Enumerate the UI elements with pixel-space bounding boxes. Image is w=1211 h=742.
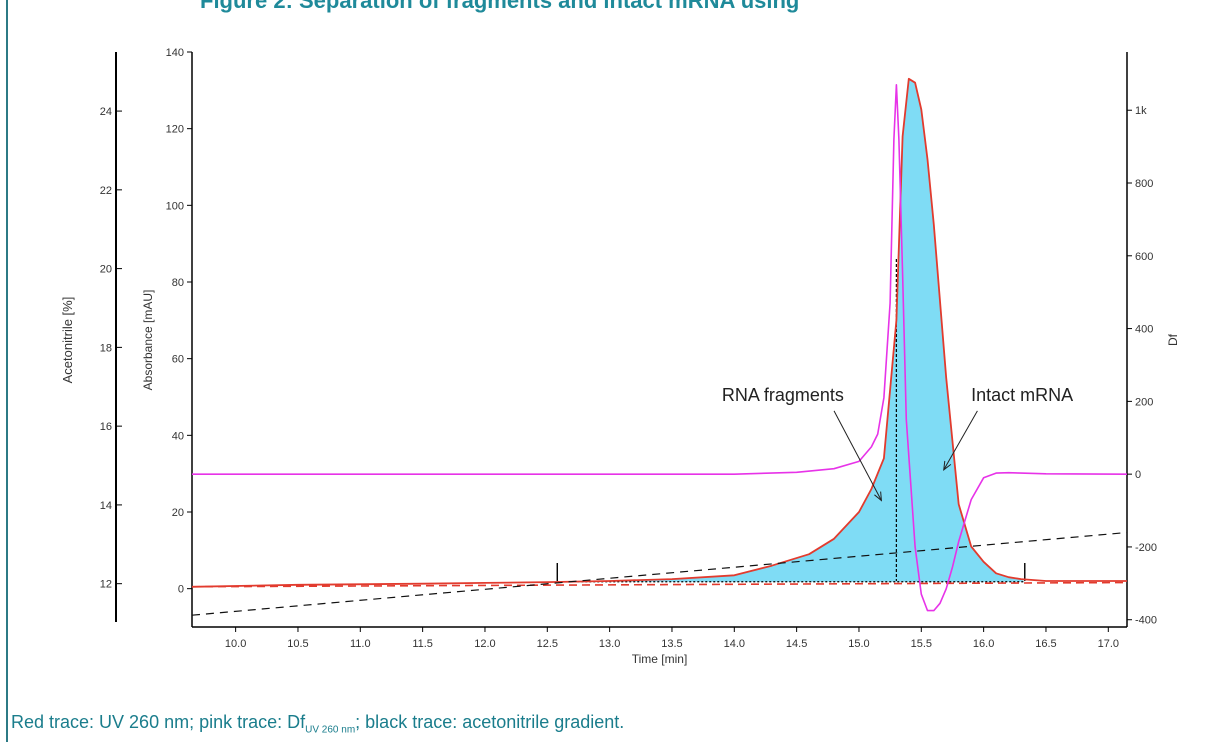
- caption-subscript: UV 260 nm: [305, 724, 356, 736]
- acetonitrile-tick-label: 16: [100, 421, 112, 433]
- figure-title: Figure 2: Separation of fragments and in…: [200, 0, 800, 13]
- acetonitrile-tick-label: 18: [100, 342, 112, 354]
- x-tick-label: 12.5: [537, 638, 558, 650]
- x-tick-label: 12.0: [474, 638, 495, 650]
- acetonitrile-tick-label: 14: [100, 500, 112, 512]
- absorbance-tick-label: 60: [172, 354, 184, 366]
- uv-260-trace: [191, 77, 1127, 588]
- x-tick-label: 14.5: [786, 638, 807, 650]
- acetonitrile-tick-label: 24: [100, 106, 112, 118]
- df-trace: [192, 84, 1128, 612]
- x-axis-title: Time [min]: [632, 652, 688, 666]
- integrated-peak-area: [557, 78, 1025, 582]
- absorbance-axis-title: Absorbance [mAU]: [141, 290, 155, 391]
- x-tick-label: 16.5: [1035, 638, 1056, 650]
- df-tick-label: -400: [1135, 615, 1157, 627]
- df-tick-label: -200: [1135, 542, 1157, 554]
- acetonitrile-tick-label: 12: [100, 579, 112, 591]
- acetonitrile-axis-title: Acetonitrile [%]: [60, 297, 75, 384]
- df-tick-label: 0: [1135, 469, 1141, 481]
- x-tick-label: 17.0: [1098, 638, 1119, 650]
- x-tick-label: 15.5: [911, 638, 932, 650]
- x-tick-label: 11.5: [412, 638, 433, 650]
- df-tick-label: 200: [1135, 396, 1153, 408]
- annotation-intact-mrna: Intact mRNA: [971, 385, 1073, 405]
- absorbance-tick-label: 20: [172, 507, 184, 519]
- df-tick-label: 400: [1135, 324, 1153, 336]
- acetonitrile-tick-label: 22: [100, 185, 112, 197]
- x-tick-label: 13.5: [661, 638, 682, 650]
- annotation-intact-mrna-arrowhead: [943, 460, 952, 471]
- absorbance-tick-label: 0: [178, 584, 184, 596]
- caption-part-2: ; black trace: acetonitrile gradient.: [355, 712, 625, 732]
- annotation-intact-mrna-arrow: [943, 410, 978, 471]
- absorbance-tick-label: 80: [172, 277, 184, 289]
- df-tick-label: 600: [1135, 251, 1153, 263]
- absorbance-tick-label: 120: [166, 124, 184, 136]
- annotation-rna-fragments: RNA fragments: [722, 385, 844, 405]
- x-tick-label: 15.0: [848, 638, 869, 650]
- x-tick-label: 14.0: [724, 638, 745, 650]
- df-axis-title: Df: [1166, 333, 1180, 346]
- frame-border: [6, 0, 8, 742]
- figure-caption: Red trace: UV 260 nm; pink trace: DfUV 2…: [11, 712, 624, 736]
- x-tick-label: 16.0: [973, 638, 994, 650]
- annotation-rna-fragments-arrowhead: [874, 491, 883, 502]
- absorbance-tick-label: 140: [166, 47, 184, 59]
- x-tick-label: 13.0: [599, 638, 620, 650]
- x-tick-label: 11.0: [350, 638, 371, 650]
- acetonitrile-gradient-trace: [191, 531, 1128, 616]
- caption-part-1: Red trace: UV 260 nm; pink trace: Df: [11, 712, 306, 732]
- absorbance-tick-label: 100: [166, 200, 184, 212]
- annotation-rna-fragments-arrow: [833, 410, 882, 501]
- df-tick-label: 800: [1135, 178, 1153, 190]
- acetonitrile-tick-label: 20: [100, 264, 112, 276]
- x-tick-label: 10.5: [287, 638, 308, 650]
- x-tick-label: 10.0: [225, 638, 246, 650]
- absorbance-tick-label: 40: [172, 430, 184, 442]
- df-tick-label: 1k: [1135, 105, 1147, 117]
